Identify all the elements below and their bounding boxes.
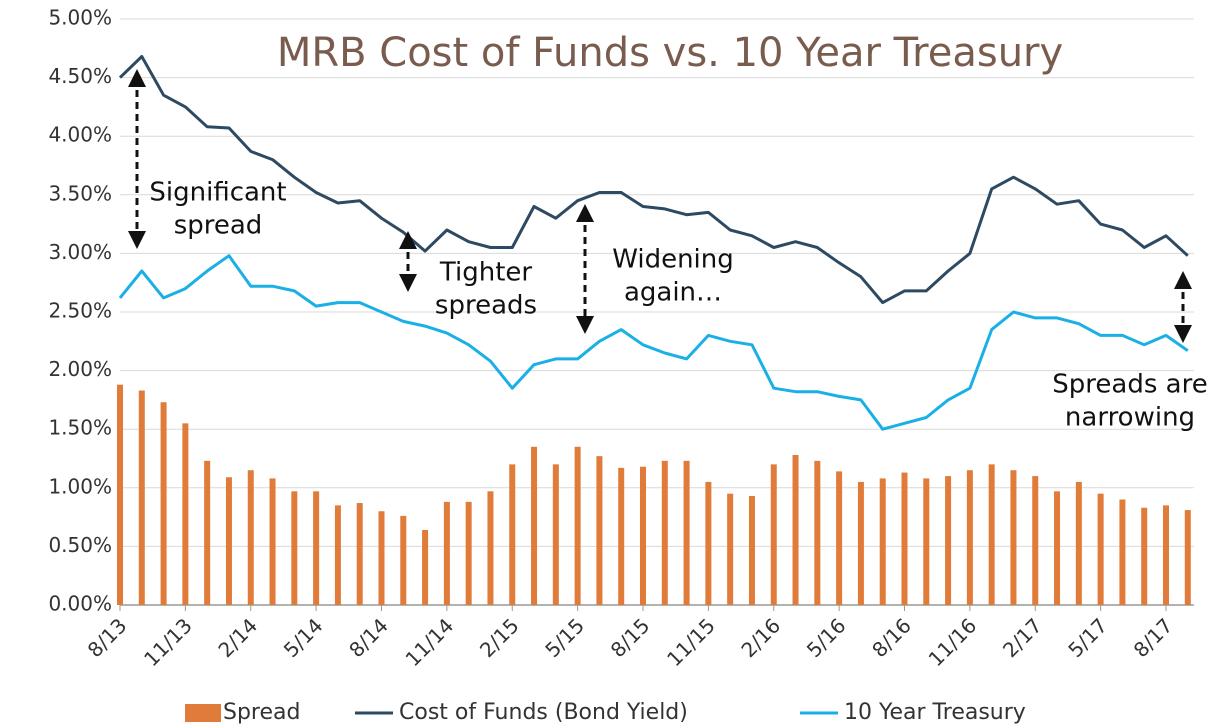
legend-label: Spread: [223, 700, 300, 725]
bar: [182, 423, 189, 605]
x-tick-label: 2/15: [475, 613, 524, 662]
bar: [313, 491, 320, 605]
bars: [117, 384, 1191, 605]
bar: [117, 384, 123, 605]
y-tick-label: 3.00%: [48, 240, 112, 264]
annotation: Significant: [149, 178, 286, 208]
bar: [1141, 507, 1148, 605]
x-tick-label: 11/13: [139, 613, 197, 671]
y-tick-label: 1.50%: [48, 416, 112, 440]
bar: [966, 470, 973, 605]
y-tick-label: 2.00%: [48, 357, 112, 381]
bar: [618, 467, 625, 605]
y-tick-label: 5.00%: [48, 6, 112, 30]
bar: [334, 505, 341, 605]
bar: [770, 464, 777, 605]
legend: Spread Cost of Funds (Bond Yield) 10 Year …: [185, 700, 1026, 725]
bar: [422, 529, 429, 605]
x-tick-label: 5/15: [540, 613, 589, 662]
legend-swatch: [185, 704, 221, 722]
bar: [1163, 505, 1169, 605]
lines: [118, 55, 1189, 431]
y-tick-label: 4.00%: [48, 123, 112, 147]
y-tick-label: 4.50%: [48, 64, 112, 88]
bar: [160, 402, 167, 605]
bar: [705, 481, 712, 605]
line-series: [118, 254, 1189, 431]
bar: [923, 478, 930, 605]
bar: [1010, 470, 1017, 605]
bar: [857, 481, 864, 605]
bar: [1097, 493, 1104, 605]
bar: [814, 460, 821, 605]
bar: [596, 456, 603, 605]
bar: [1119, 499, 1126, 605]
bar: [792, 454, 799, 605]
legend-label: Cost of Funds (Bond Yield): [399, 700, 688, 725]
x-tick-label: 8/13: [83, 613, 132, 662]
bar: [1032, 476, 1039, 605]
annotation: spread: [174, 211, 263, 241]
bar: [1184, 510, 1191, 605]
annotation: Tighter: [439, 258, 532, 288]
bar: [988, 464, 995, 605]
bar: [640, 466, 646, 605]
x-tick-label: 5/14: [279, 613, 328, 662]
annotation-arrows: [128, 69, 1192, 343]
bar: [901, 472, 908, 605]
x-tick-label: 11/16: [924, 613, 982, 671]
bar: [225, 477, 232, 605]
bar: [661, 460, 668, 605]
x-tick-label: 8/14: [344, 613, 393, 662]
bar: [138, 390, 145, 605]
x-tick-label: 8/15: [606, 613, 655, 662]
bar: [1075, 481, 1082, 605]
x-tick-label: 8/16: [867, 613, 916, 662]
y-tick-label: 0.00%: [48, 592, 112, 616]
bar: [291, 491, 298, 605]
x-tick-label: 5/17: [1063, 613, 1112, 662]
bar: [727, 493, 734, 605]
bar: [574, 446, 581, 605]
legend-label: 10 Year Treasury: [844, 700, 1026, 725]
annotation: again…: [624, 278, 722, 308]
x-tick-label: 2/16: [736, 613, 785, 662]
bar: [443, 501, 450, 605]
bar: [378, 511, 385, 605]
x-tick-label: 2/14: [213, 613, 262, 662]
annotation: Widening: [612, 245, 734, 275]
y-tick-label: 1.00%: [48, 474, 112, 498]
x-tick-label: 11/15: [662, 613, 720, 671]
y-tick-label: 0.50%: [48, 533, 112, 557]
bar: [356, 503, 363, 605]
bar: [269, 478, 276, 605]
annotation: spreads: [435, 291, 537, 321]
annotation: Spreads are: [1052, 370, 1207, 400]
y-tick-label: 2.50%: [48, 299, 112, 323]
bar: [1054, 491, 1061, 605]
bar: [204, 460, 211, 605]
bar: [247, 470, 254, 605]
x-tick-label: 5/16: [802, 613, 851, 662]
y-tick-label: 3.50%: [48, 181, 112, 205]
chart-title: MRB Cost of Funds vs. 10 Year Treasury: [277, 30, 1063, 76]
x-tick-label: 11/14: [401, 613, 459, 671]
bar: [683, 460, 690, 605]
x-tick-label: 2/17: [998, 613, 1047, 662]
bar: [945, 476, 952, 605]
bar: [552, 464, 559, 605]
bar: [487, 491, 494, 605]
bar: [836, 471, 843, 605]
bar: [748, 496, 755, 605]
annotation: narrowing: [1065, 403, 1195, 433]
bar: [400, 515, 407, 605]
bar: [465, 501, 472, 605]
line-series: [118, 55, 1189, 305]
bar: [509, 464, 516, 605]
bar: [879, 478, 886, 605]
bar: [531, 446, 538, 605]
x-tick-label: 8/17: [1129, 613, 1178, 662]
